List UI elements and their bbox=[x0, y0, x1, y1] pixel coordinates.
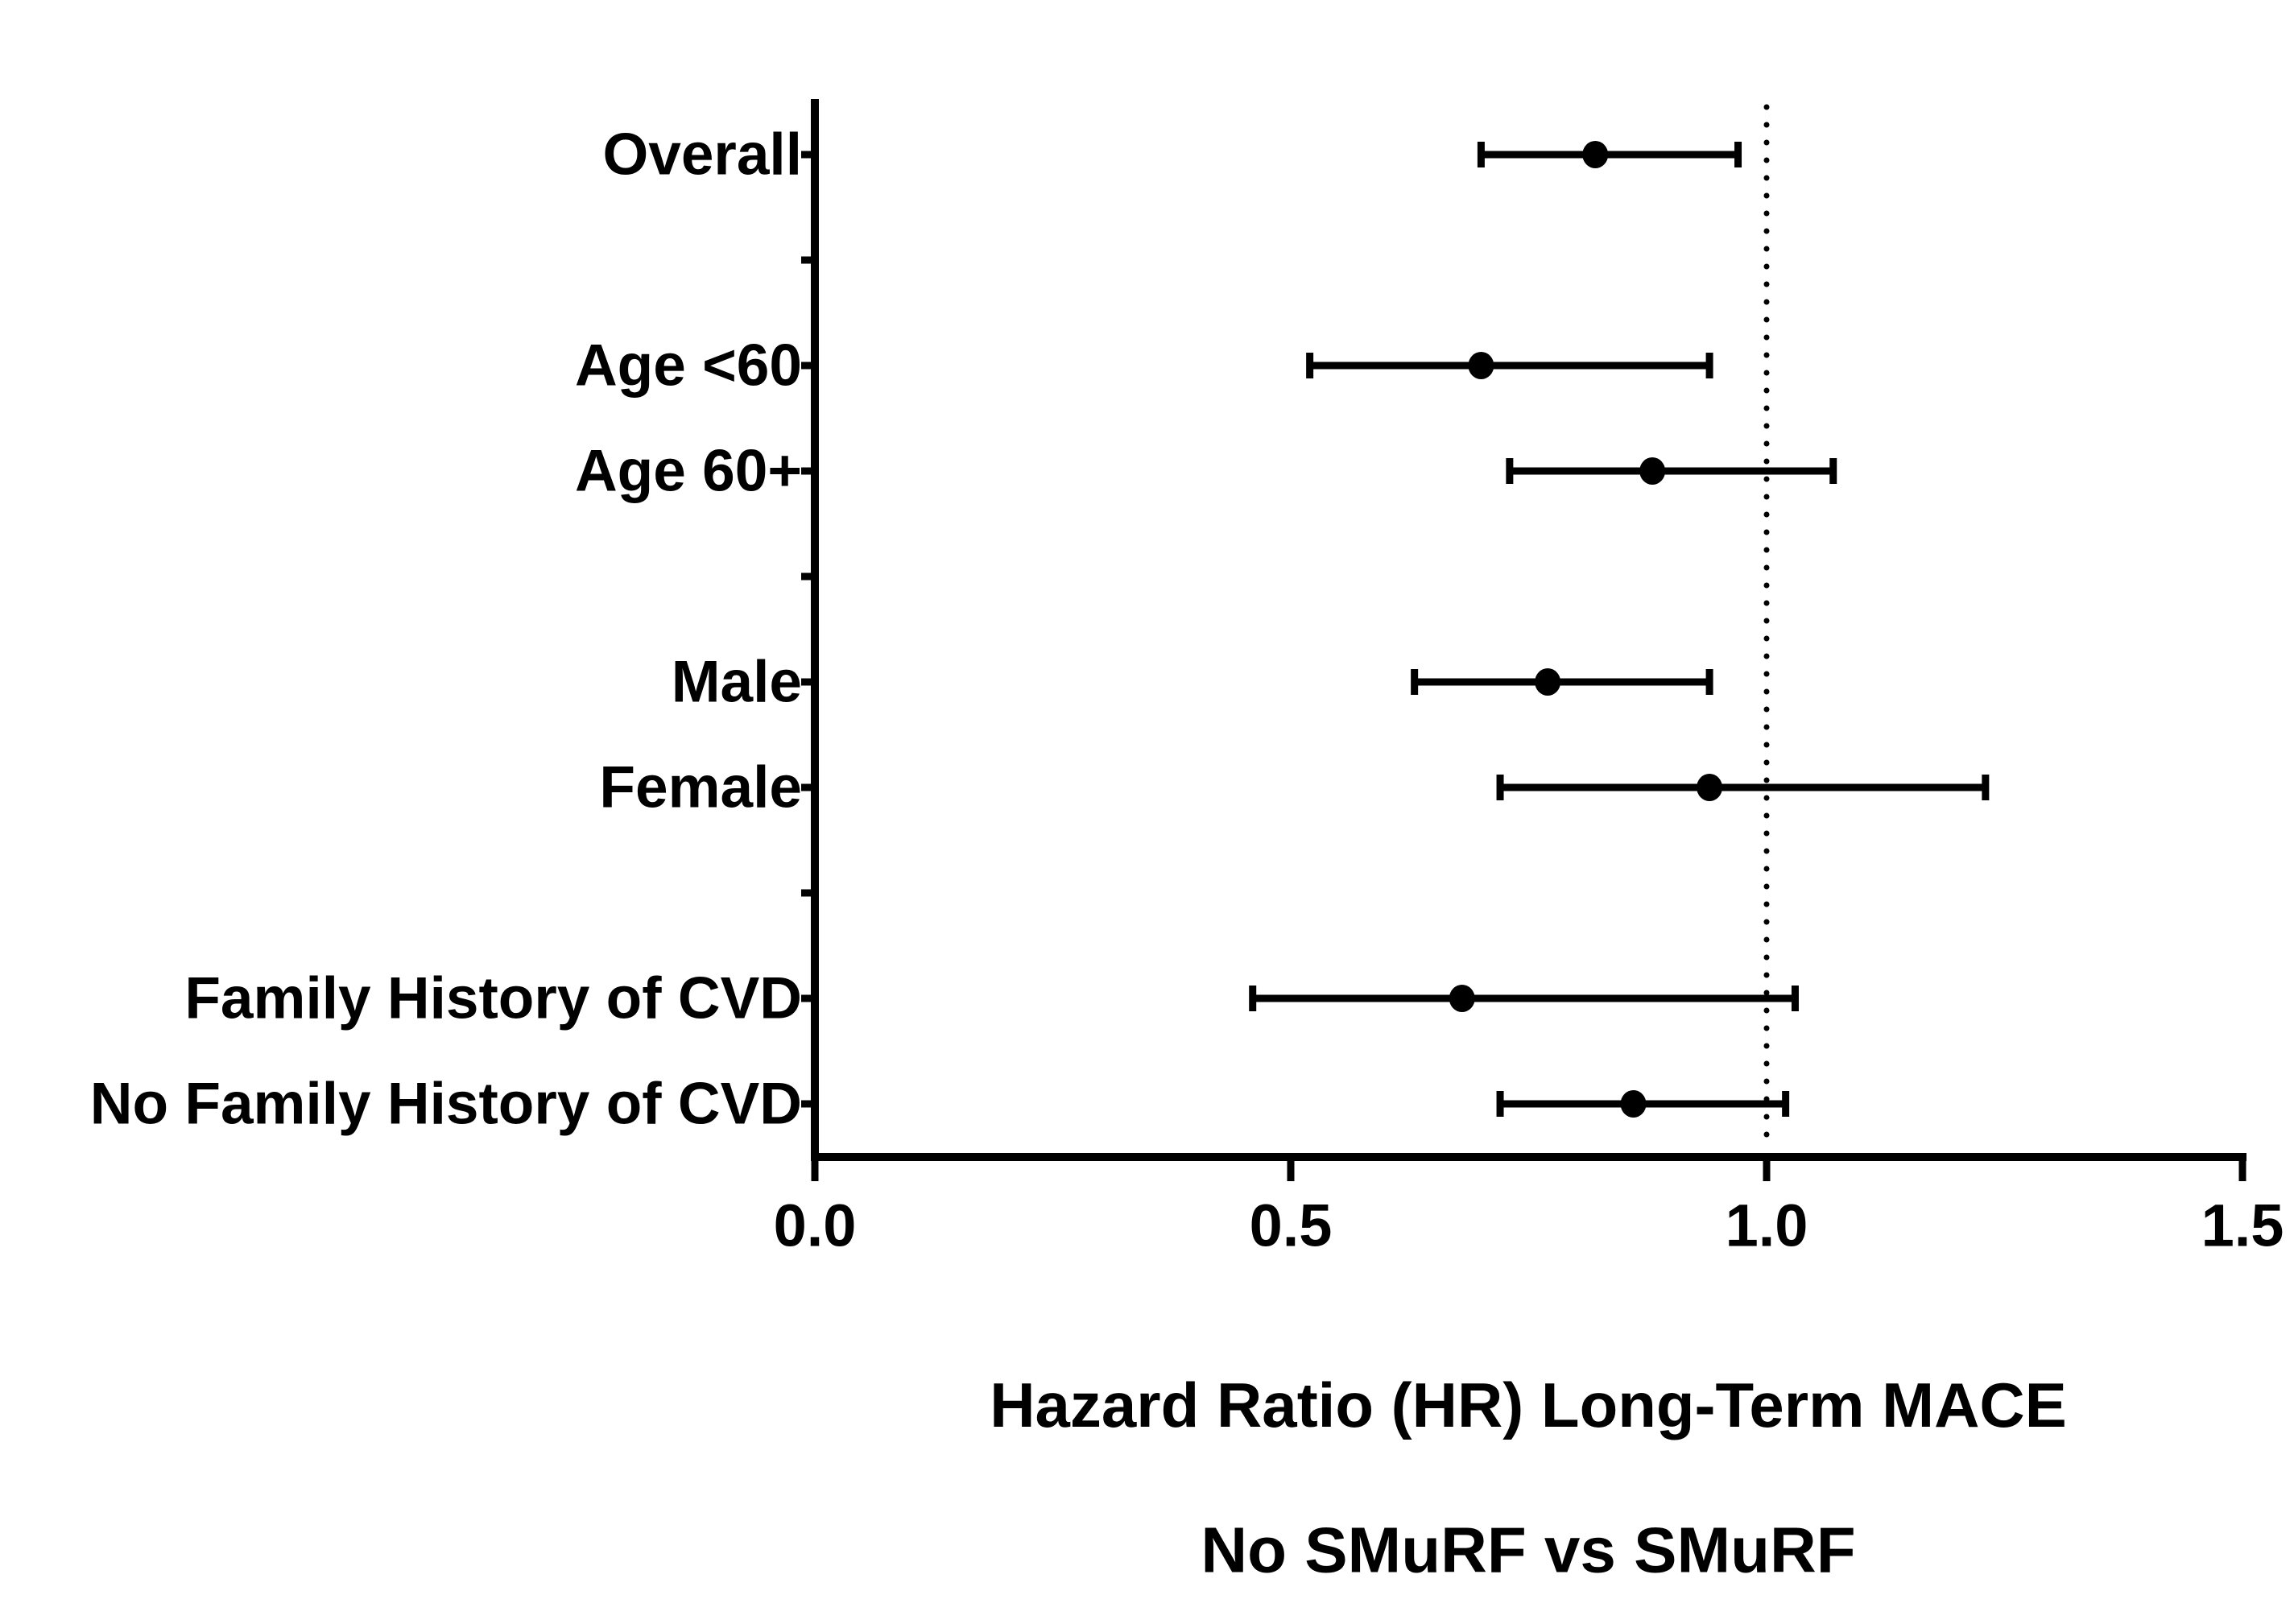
point-estimate bbox=[1468, 352, 1494, 379]
x-axis-title: Hazard Ratio (HR) Long-Term MACE bbox=[990, 1370, 2067, 1440]
row-label: Male bbox=[672, 650, 802, 715]
point-estimate bbox=[1535, 668, 1561, 696]
forest-row bbox=[1477, 141, 1742, 168]
row-label: Family History of CVD bbox=[184, 966, 802, 1031]
y-axis-ticks bbox=[801, 151, 815, 1108]
x-tick-label: 1.5 bbox=[2201, 1192, 2284, 1259]
x-tick-label: 0.5 bbox=[1250, 1192, 1333, 1259]
point-estimate bbox=[1582, 141, 1609, 168]
x-axis-subtitle: No SMuRF vs SMuRF bbox=[1201, 1514, 1855, 1586]
row-label: No Family History of CVD bbox=[90, 1072, 802, 1137]
forest-row bbox=[1506, 457, 1837, 485]
x-axis-tick-labels: 0.0 0.5 1.0 1.5 bbox=[774, 1192, 2284, 1259]
error-bar-series bbox=[1249, 141, 1990, 1118]
forest-row bbox=[1496, 774, 1990, 801]
row-label: Overall bbox=[602, 122, 802, 188]
row-label: Female bbox=[599, 755, 802, 820]
row-label: Age 60+ bbox=[575, 439, 802, 504]
x-axis-ticks bbox=[811, 1157, 2246, 1181]
forest-row bbox=[1411, 668, 1713, 696]
point-estimate bbox=[1449, 985, 1475, 1012]
forest-row bbox=[1496, 1090, 1790, 1118]
row-label: Age <60 bbox=[575, 333, 802, 399]
forest-row bbox=[1249, 985, 1799, 1012]
point-estimate bbox=[1697, 774, 1723, 801]
point-estimate bbox=[1620, 1090, 1647, 1118]
point-estimate bbox=[1639, 457, 1666, 485]
x-tick-label: 1.0 bbox=[1726, 1192, 1808, 1259]
forest-row bbox=[1306, 352, 1713, 379]
x-tick-label: 0.0 bbox=[774, 1192, 857, 1259]
category-labels: Overall Age <60 Age 60+ Male Female Family Hi… bbox=[90, 122, 802, 1137]
